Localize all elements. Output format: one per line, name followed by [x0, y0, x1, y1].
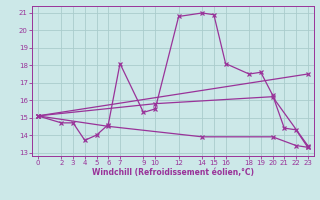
X-axis label: Windchill (Refroidissement éolien,°C): Windchill (Refroidissement éolien,°C): [92, 168, 254, 177]
